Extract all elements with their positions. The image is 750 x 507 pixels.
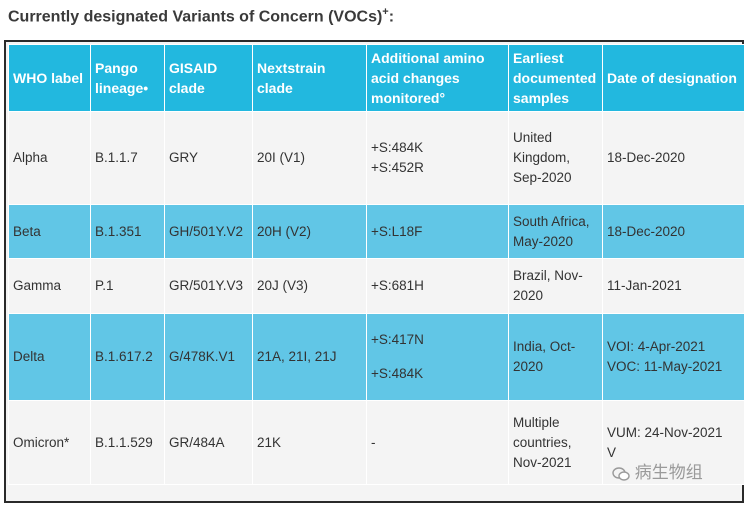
wechat-icon <box>612 466 630 481</box>
cell-date-of-designation: VUM: 24-Nov-2021 V <box>602 400 745 485</box>
cell-nextstrain-clade: 20H (V2) <box>252 204 367 259</box>
cell-pango-lineage: B.1.1.529 <box>90 400 165 485</box>
date-line: VOI: 4-Apr-2021 <box>607 339 706 354</box>
table-row: Delta B.1.617.2 G/478K.V1 21A, 21I, 21J … <box>8 313 745 401</box>
cell-who-label: Alpha <box>8 111 91 205</box>
cell-pango-lineage: P.1 <box>90 258 165 314</box>
cell-date-of-designation: VOI: 4-Apr-2021 VOC: 11-May-2021 <box>602 313 745 401</box>
table-row: Gamma P.1 GR/501Y.V3 20J (V3) +S:681H Br… <box>8 258 745 314</box>
cell-pango-lineage: B.1.617.2 <box>90 313 165 401</box>
header-amino-acid-changes: Additional amino acid changes monitored° <box>366 44 509 112</box>
cell-gisaid-clade: G/478K.V1 <box>164 313 253 401</box>
cell-earliest-samples: Multiple countries, Nov-2021 <box>508 400 603 485</box>
cell-amino-acid-changes: +S:484K +S:452R <box>366 111 509 205</box>
header-row: WHO label Pango lineage• GISAID clade Ne… <box>8 44 745 112</box>
table-row: Beta B.1.351 GH/501Y.V2 20H (V2) +S:L18F… <box>8 204 745 259</box>
cell-nextstrain-clade: 21K <box>252 400 367 485</box>
spacer <box>371 350 504 364</box>
title-suffix: : <box>388 8 395 26</box>
cell-who-label: Omicron* <box>8 400 91 485</box>
header-pango-lineage: Pango lineage• <box>90 44 165 112</box>
cell-nextstrain-clade: 21A, 21I, 21J <box>252 313 367 401</box>
cell-pango-lineage: B.1.351 <box>90 204 165 259</box>
title-superscript: + <box>382 6 389 18</box>
cell-earliest-samples: Brazil, Nov-2020 <box>508 258 603 314</box>
date-line: V <box>607 444 617 460</box>
header-nextstrain-clade: Nextstrain clade <box>252 44 367 112</box>
cell-nextstrain-clade: 20I (V1) <box>252 111 367 205</box>
table-row: Alpha B.1.1.7 GRY 20I (V1) +S:484K +S:45… <box>8 111 745 205</box>
cell-gisaid-clade: GR/484A <box>164 400 253 485</box>
date-line: VOC: 11-May-2021 <box>607 359 723 374</box>
cell-who-label: Delta <box>8 313 91 401</box>
cell-earliest-samples: India, Oct-2020 <box>508 313 603 401</box>
page-title: Currently designated Variants of Concern… <box>8 6 394 26</box>
cell-date-of-designation: 11-Jan-2021 <box>602 258 745 314</box>
cell-pango-lineage: B.1.1.7 <box>90 111 165 205</box>
cell-gisaid-clade: GRY <box>164 111 253 205</box>
watermark: 病生物组 <box>612 458 703 483</box>
cell-date-of-designation: 18-Dec-2020 <box>602 111 745 205</box>
cell-nextstrain-clade: 20J (V3) <box>252 258 367 314</box>
cell-who-label: Gamma <box>8 258 91 314</box>
title-text: Currently designated Variants of Concern… <box>8 8 383 26</box>
cell-who-label: Beta <box>8 204 91 259</box>
header-earliest-samples: Earliest documented samples <box>508 44 603 112</box>
voc-table: WHO label Pango lineage• GISAID clade Ne… <box>8 44 745 485</box>
header-gisaid-clade: GISAID clade <box>164 44 253 112</box>
cell-gisaid-clade: GR/501Y.V3 <box>164 258 253 314</box>
header-date-of-designation: Date of designation <box>602 44 745 112</box>
cell-amino-acid-changes: +S:L18F <box>366 204 509 259</box>
cell-amino-acid-changes: +S:681H <box>366 258 509 314</box>
cell-date-of-designation: 18-Dec-2020 <box>602 204 745 259</box>
table-row: Omicron* B.1.1.529 GR/484A 21K - Multipl… <box>8 400 745 485</box>
cell-earliest-samples: United Kingdom, Sep-2020 <box>508 111 603 205</box>
aa-change: +S:417N <box>371 332 424 347</box>
watermark-text: 病生物组 <box>634 463 703 482</box>
aa-change: +S:452R <box>371 160 424 175</box>
cell-gisaid-clade: GH/501Y.V2 <box>164 204 253 259</box>
aa-change: +S:484K <box>371 140 424 155</box>
cell-amino-acid-changes: +S:417N +S:484K <box>366 313 509 401</box>
date-line: VUM: 24-Nov-2021 <box>607 424 723 440</box>
aa-change: +S:484K <box>371 366 424 381</box>
header-who-label: WHO label <box>8 44 91 112</box>
cell-earliest-samples: South Africa, May-2020 <box>508 204 603 259</box>
cell-amino-acid-changes: - <box>366 400 509 485</box>
